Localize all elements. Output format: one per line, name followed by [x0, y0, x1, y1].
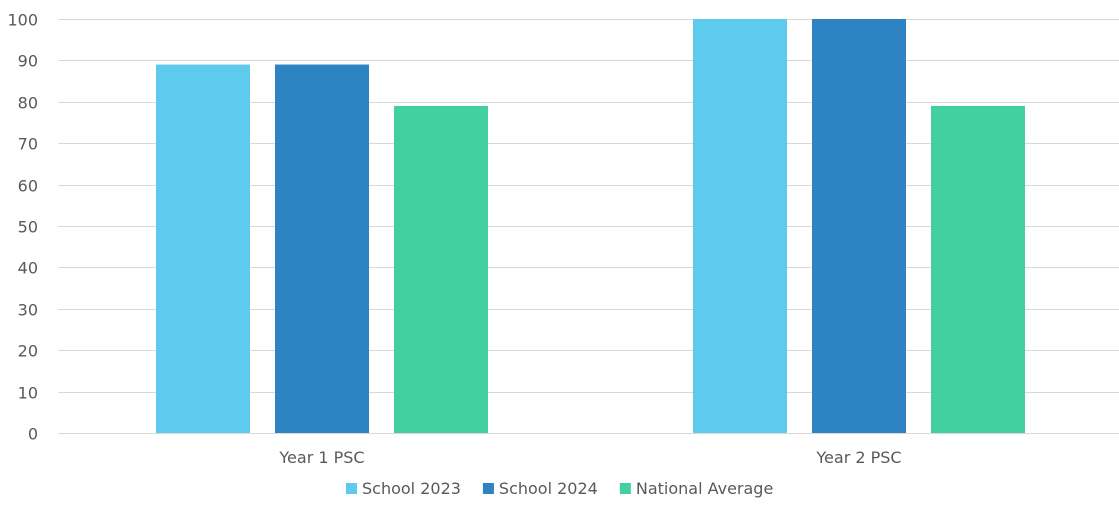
- bar-school-2023-2: [693, 19, 787, 433]
- y-tick-label: 80: [18, 94, 38, 113]
- legend-label: School 2023: [362, 479, 461, 498]
- bar-school-2023-1: [156, 64, 250, 433]
- legend-label: National Average: [636, 479, 773, 498]
- y-tick-label: 0: [28, 425, 38, 444]
- bar-school-2024-1: [275, 64, 369, 433]
- bar-national-average-1: [394, 105, 488, 433]
- legend-swatch: [619, 483, 631, 494]
- y-tick-label: 10: [18, 384, 38, 403]
- y-axis-ticks: 0 10 20 30 40 50 60 70 80 90 100: [7, 11, 38, 444]
- legend-label: School 2024: [499, 479, 598, 498]
- y-tick-label: 60: [18, 177, 38, 196]
- legend: School 2023 School 2024 National Average: [346, 479, 773, 498]
- y-tick-label: 90: [18, 52, 38, 71]
- y-tick-label: 70: [18, 135, 38, 154]
- legend-swatch: [482, 483, 494, 494]
- bar-school-2024-2: [812, 19, 906, 433]
- bar-national-average-2: [931, 105, 1025, 433]
- bars: [156, 19, 1025, 433]
- x-tick-label: Year 1 PSC: [278, 448, 364, 467]
- y-tick-label: 40: [18, 259, 38, 278]
- legend-swatch: [346, 483, 357, 494]
- y-tick-label: 20: [18, 342, 38, 361]
- x-tick-label: Year 2 PSC: [815, 448, 901, 467]
- y-tick-label: 50: [18, 218, 38, 237]
- x-axis-ticks: Year 1 PSC Year 2 PSC: [278, 448, 901, 467]
- y-tick-label: 30: [18, 301, 38, 320]
- y-tick-label: 100: [7, 11, 38, 30]
